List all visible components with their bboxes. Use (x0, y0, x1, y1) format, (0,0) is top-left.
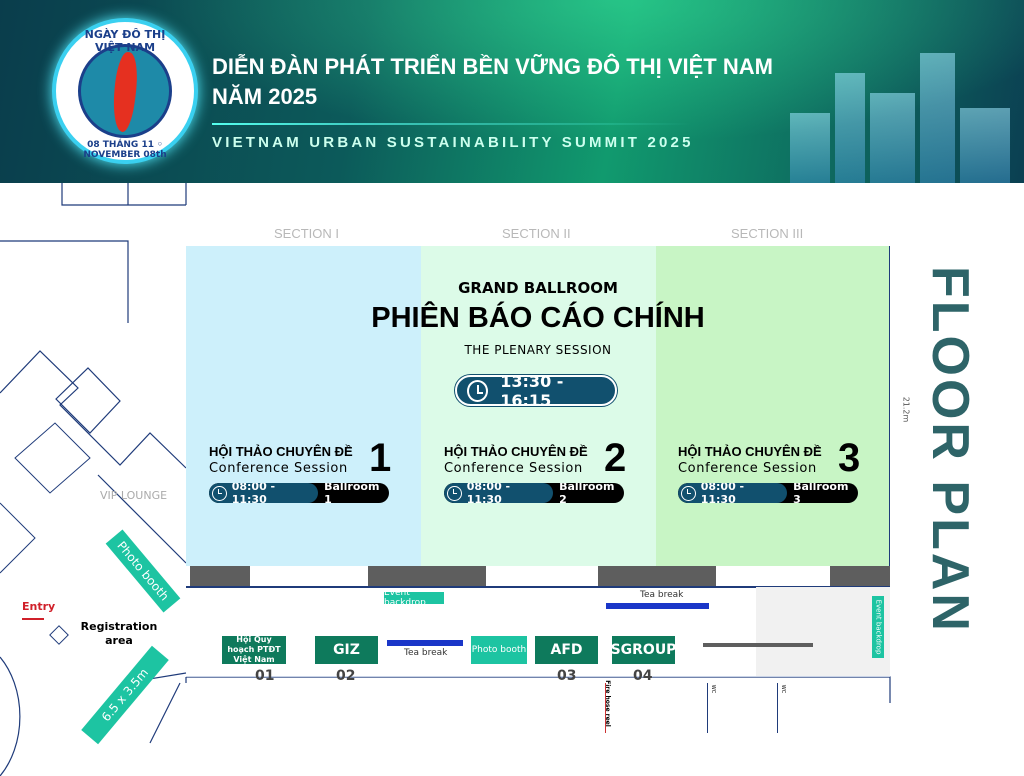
wall-line (186, 586, 890, 588)
booth-02: GIZ (315, 636, 378, 664)
wall-segment (830, 566, 890, 586)
event-backdrop-right-label: Event backdrop (874, 599, 882, 655)
ballroom-section-1 (186, 246, 421, 566)
clock-icon (447, 485, 462, 501)
booth-04: SGROUP (611, 636, 676, 664)
session-subtitle: Conference Session (444, 461, 583, 476)
session-room: Ballroom 1 (324, 483, 380, 503)
wc-wall (707, 683, 708, 733)
session-room: Ballroom 2 (559, 483, 615, 503)
booth-number: 03 (557, 668, 577, 684)
clock-icon (467, 379, 489, 402)
logo-top-text: NGÀY ĐÔ THỊ VIỆT NAM (84, 28, 166, 54)
tea-break-label: Tea break (404, 648, 448, 658)
plenary-time: 13:30 - 16:15 (455, 372, 617, 410)
session-number: 2 (604, 436, 627, 480)
booth-number: 04 (633, 668, 653, 684)
session-room: Ballroom 3 (793, 483, 849, 503)
section-label: SECTION II (502, 226, 571, 241)
session-time: 08:00 - 11:30 (466, 483, 511, 503)
booth-01: Hội Quy hoạch PTĐT Việt Nam (222, 635, 286, 664)
session-time-pill: 08:00 - 11:30 Ballroom 2 (444, 483, 624, 503)
event-logo: NGÀY ĐÔ THỊ VIỆT NAM 08 THÁNG 11 ◦ NOVEM… (52, 18, 198, 164)
wc-label: WC (710, 684, 717, 694)
session-title: HỘI THẢO CHUYÊN ĐỀ (678, 444, 822, 459)
session-subtitle: Conference Session (678, 461, 817, 476)
skyline-decoration (790, 113, 830, 183)
plenary-subtitle: THE PLENARY SESSION (464, 343, 612, 357)
counter (703, 643, 813, 647)
tea-break-table (387, 640, 463, 646)
service-area (756, 587, 890, 677)
ballroom-section-2 (421, 246, 656, 566)
session-title: HỘI THẢO CHUYÊN ĐỀ (209, 444, 353, 459)
title-line2: NĂM 2025 (212, 84, 318, 109)
booth-03: AFD (535, 636, 598, 664)
plenary-title: PHIÊN BÁO CÁO CHÍNH (371, 302, 705, 334)
ballroom-title: GRAND BALLROOM (458, 279, 618, 297)
section-label: SECTION I (274, 226, 340, 241)
booth-photo: Photo booth (471, 636, 527, 664)
booth-number: 02 (336, 668, 356, 684)
subtitle: VIETNAM URBAN SUSTAINABILITY SUMMIT 2025 (212, 134, 694, 151)
clock-icon (212, 485, 227, 501)
tea-break-label: Tea break (640, 590, 684, 600)
wall-segment (190, 566, 250, 586)
session-number: 1 (369, 436, 392, 480)
floor-plan-text: FLOOR PLAN (921, 266, 979, 634)
entry-label: Entry (22, 600, 56, 613)
session-time: 08:00 - 11:30 (700, 483, 745, 503)
skyline-decoration (960, 108, 1010, 183)
title-line1: DIỄN ĐÀN PHÁT TRIỂN BỀN VỮNG ĐÔ THỊ VIỆT… (212, 54, 773, 79)
wall-segment (368, 566, 486, 586)
skyline-decoration (920, 53, 955, 183)
event-backdrop: Event backdrop (384, 588, 444, 608)
session-time-pill: 08:00 - 11:30 Ballroom 3 (678, 483, 858, 503)
event-backdrop-right: Event backdrop (872, 596, 884, 658)
session-time: 08:00 - 11:30 (231, 483, 276, 503)
logo-bottom-text: 08 THÁNG 11 ◦ NOVEMBER 08th (83, 140, 167, 160)
fire-hose-label: Fire hose reel (603, 680, 611, 727)
ballroom-section-3 (656, 246, 890, 566)
floor-plan-title: FLOOR PLAN (900, 250, 1000, 650)
vip-lounge-label: VIP LOUNGE (100, 489, 168, 502)
session-title: HỘI THẢO CHUYÊN ĐỀ (444, 444, 588, 459)
conference-session-2: HỘI THẢO CHUYÊN ĐỀ Conference Session 2 … (444, 436, 644, 504)
tea-break-table (606, 603, 709, 609)
skyline-decoration (835, 73, 865, 183)
section-label: SECTION III (731, 226, 804, 241)
wall-segment (598, 566, 716, 586)
conference-session-3: HỘI THẢO CHUYÊN ĐỀ Conference Session 3 … (678, 436, 878, 504)
fire-hose-line (605, 683, 606, 733)
entry-arrow-icon (22, 618, 44, 620)
clock-icon (681, 485, 696, 501)
wc-wall (777, 683, 778, 733)
plenary-time-text: 13:30 - 16:15 (500, 371, 564, 410)
divider (212, 123, 692, 125)
wc-label: WC (780, 684, 787, 694)
registration-label: Registration area (80, 620, 158, 647)
session-number: 3 (838, 436, 861, 480)
booth-number: 01 (255, 668, 275, 684)
skyline-decoration (870, 93, 915, 183)
session-subtitle: Conference Session (209, 461, 348, 476)
header-banner: NGÀY ĐÔ THỊ VIỆT NAM 08 THÁNG 11 ◦ NOVEM… (0, 0, 1024, 183)
conference-session-1: HỘI THẢO CHUYÊN ĐỀ Conference Session 1 … (209, 436, 409, 504)
session-time-pill: 08:00 - 11:30 Ballroom 1 (209, 483, 389, 503)
corridor-line (186, 676, 890, 677)
floor-walls (0, 183, 891, 776)
